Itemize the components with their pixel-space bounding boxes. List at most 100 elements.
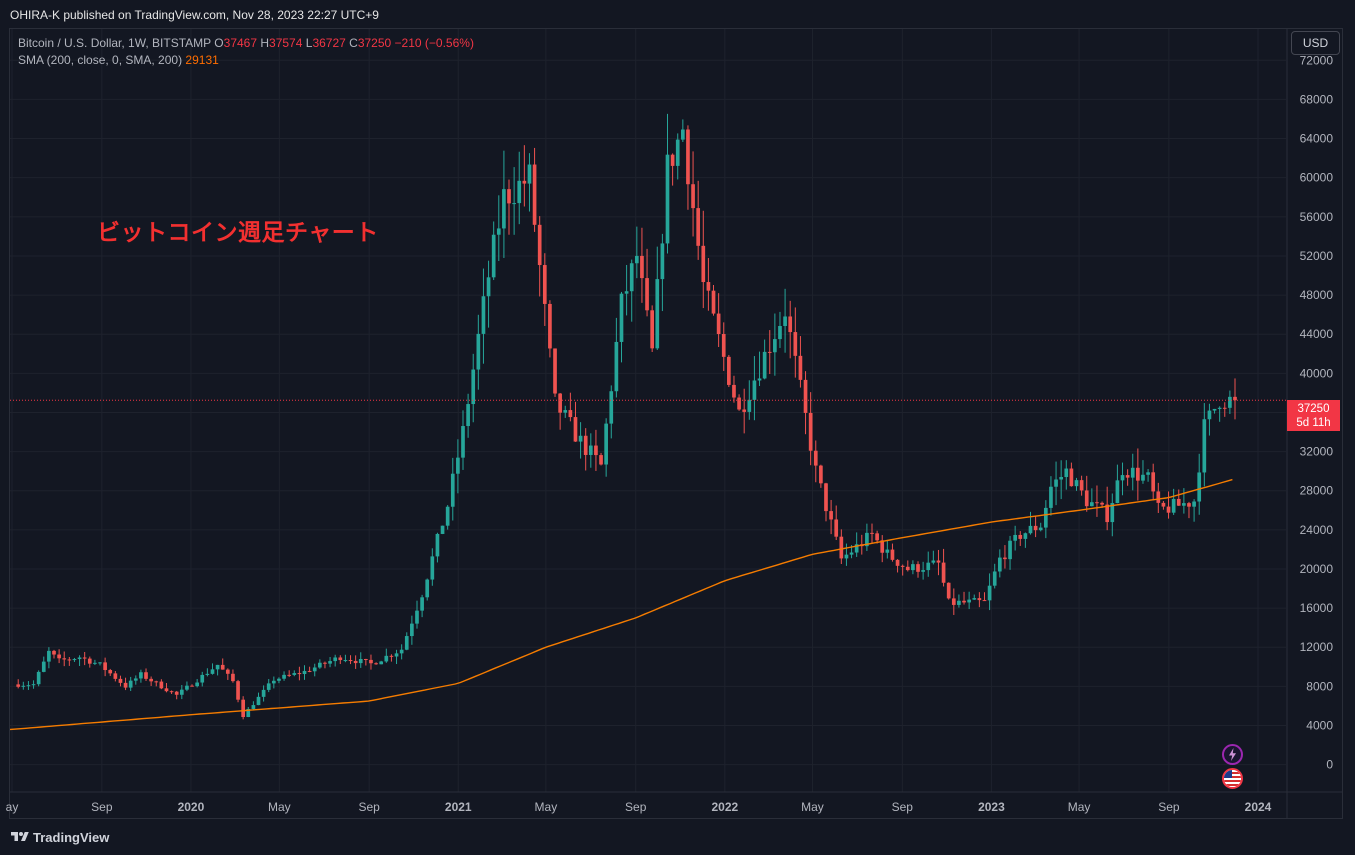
- candle-body[interactable]: [609, 391, 614, 424]
- candle-body[interactable]: [905, 566, 910, 571]
- candle-body[interactable]: [931, 560, 936, 563]
- candle-body[interactable]: [507, 189, 511, 204]
- candle-body[interactable]: [737, 397, 741, 410]
- candle-body[interactable]: [1100, 502, 1104, 505]
- candle-body[interactable]: [670, 154, 675, 166]
- candle-body[interactable]: [174, 691, 179, 695]
- candle-body[interactable]: [992, 571, 997, 586]
- footer-brand[interactable]: TradingView: [33, 830, 110, 845]
- candle-body[interactable]: [328, 661, 332, 664]
- candle-body[interactable]: [1115, 480, 1120, 504]
- candle-body[interactable]: [502, 189, 506, 229]
- candle-body[interactable]: [389, 655, 394, 657]
- candle-body[interactable]: [471, 369, 476, 405]
- candle-body[interactable]: [287, 674, 292, 676]
- candle-body[interactable]: [77, 657, 82, 660]
- candle-body[interactable]: [231, 673, 235, 682]
- candle-body[interactable]: [271, 680, 276, 684]
- symbol-title[interactable]: Bitcoin / U.S. Dollar, 1W, BITSTAMP: [18, 36, 211, 50]
- candle-body[interactable]: [425, 579, 430, 598]
- candle-body[interactable]: [364, 659, 368, 661]
- candle-body[interactable]: [742, 409, 747, 412]
- candle-body[interactable]: [225, 669, 230, 674]
- candle-body[interactable]: [261, 689, 266, 697]
- candle-body[interactable]: [450, 473, 455, 507]
- candle-body[interactable]: [1141, 474, 1145, 481]
- candle-body[interactable]: [195, 682, 199, 687]
- candle-body[interactable]: [773, 339, 777, 353]
- candle-body[interactable]: [57, 654, 61, 659]
- candle-body[interactable]: [532, 164, 537, 225]
- candle-body[interactable]: [318, 662, 322, 668]
- candle-body[interactable]: [1228, 396, 1232, 408]
- candle-body[interactable]: [1182, 503, 1186, 506]
- candle-body[interactable]: [762, 351, 767, 379]
- candle-body[interactable]: [788, 316, 793, 333]
- candle-body[interactable]: [537, 224, 542, 266]
- candle-body[interactable]: [1064, 468, 1069, 478]
- candle-body[interactable]: [870, 532, 874, 534]
- candle-body[interactable]: [1054, 479, 1058, 487]
- candle-body[interactable]: [108, 670, 113, 674]
- candle-body[interactable]: [865, 532, 869, 547]
- candle-body[interactable]: [169, 691, 174, 693]
- candle-body[interactable]: [164, 688, 169, 692]
- candle-body[interactable]: [563, 410, 568, 413]
- candle-body[interactable]: [476, 333, 481, 370]
- candle-body[interactable]: [517, 180, 522, 204]
- candle-body[interactable]: [634, 255, 639, 264]
- candle-body[interactable]: [588, 445, 593, 455]
- candle-body[interactable]: [98, 662, 102, 664]
- candle-body[interactable]: [1207, 410, 1212, 420]
- candle-body[interactable]: [292, 673, 297, 675]
- candle-body[interactable]: [384, 655, 389, 662]
- candle-body[interactable]: [133, 678, 138, 681]
- candle-body[interactable]: [113, 673, 118, 679]
- candle-body[interactable]: [21, 685, 26, 687]
- candle-body[interactable]: [701, 245, 706, 283]
- candle-body[interactable]: [839, 536, 844, 559]
- candle-body[interactable]: [629, 263, 634, 292]
- candle-body[interactable]: [977, 598, 982, 601]
- candle-body[interactable]: [205, 673, 210, 675]
- candle-body[interactable]: [399, 649, 404, 654]
- candle-body[interactable]: [154, 681, 159, 683]
- candle-body[interactable]: [936, 560, 941, 563]
- candle-body[interactable]: [1105, 504, 1110, 523]
- candle-body[interactable]: [415, 610, 419, 624]
- candle-body[interactable]: [1038, 527, 1043, 531]
- candle-body[interactable]: [62, 658, 67, 660]
- candle-body[interactable]: [645, 278, 649, 311]
- candle-body[interactable]: [486, 277, 491, 297]
- candle-body[interactable]: [1049, 486, 1053, 508]
- candle-body[interactable]: [394, 653, 399, 657]
- candle-body[interactable]: [997, 557, 1002, 572]
- candle-body[interactable]: [1222, 407, 1227, 409]
- candle-body[interactable]: [236, 681, 240, 700]
- candle-body[interactable]: [696, 208, 701, 246]
- candle-body[interactable]: [900, 565, 905, 567]
- candle-body[interactable]: [1192, 501, 1196, 507]
- candle-body[interactable]: [803, 379, 808, 413]
- candle-body[interactable]: [1003, 557, 1007, 560]
- candle-body[interactable]: [1008, 540, 1012, 560]
- candle-body[interactable]: [36, 671, 41, 685]
- candle-body[interactable]: [1084, 490, 1089, 507]
- candle-body[interactable]: [251, 705, 256, 709]
- candle-body[interactable]: [190, 685, 194, 687]
- candle-body[interactable]: [767, 351, 772, 353]
- candle-body[interactable]: [82, 657, 87, 659]
- candle-body[interactable]: [374, 663, 378, 665]
- candle-body[interactable]: [118, 678, 123, 683]
- candle-body[interactable]: [1217, 407, 1222, 409]
- candle-body[interactable]: [951, 598, 956, 605]
- candle-body[interactable]: [558, 393, 562, 413]
- candle-body[interactable]: [52, 650, 56, 655]
- candle-body[interactable]: [813, 450, 818, 466]
- candle-body[interactable]: [604, 423, 608, 465]
- candle-body[interactable]: [542, 265, 547, 304]
- candle-body[interactable]: [246, 708, 251, 718]
- candle-body[interactable]: [798, 355, 803, 380]
- candle-body[interactable]: [921, 570, 925, 572]
- candle-body[interactable]: [987, 585, 992, 601]
